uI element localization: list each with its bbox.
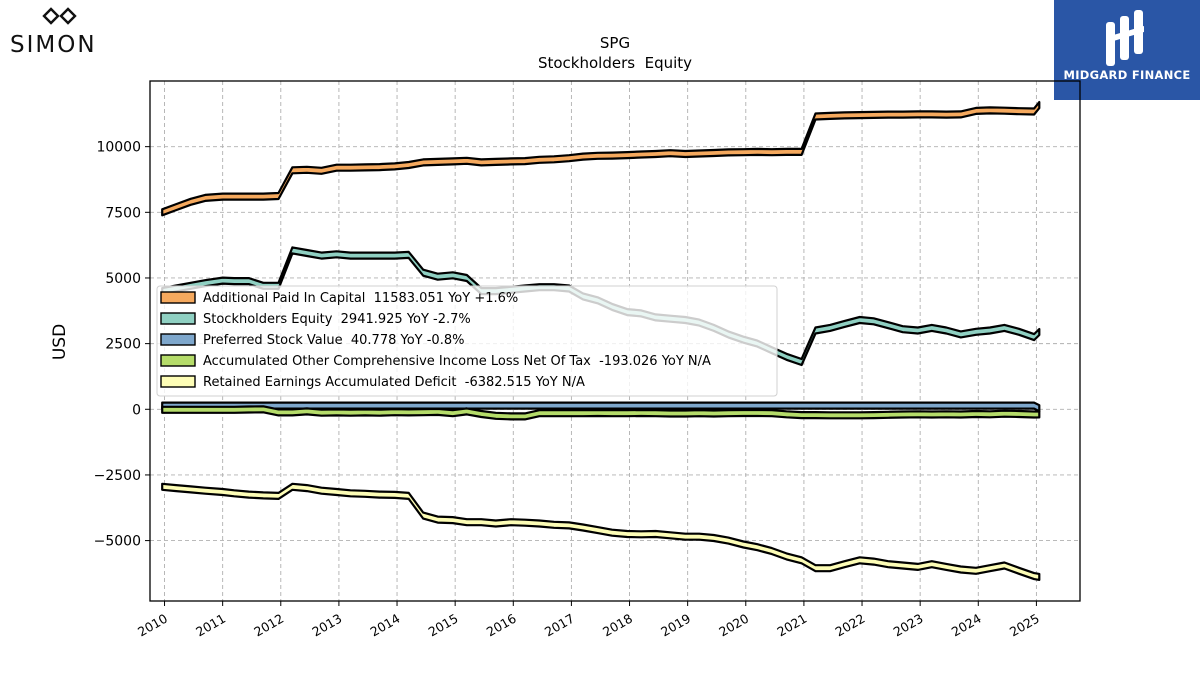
- chart-title: SPG: [600, 34, 630, 52]
- x-tick-label: 2024: [949, 611, 984, 640]
- x-tick-label: 2023: [891, 611, 926, 640]
- legend-label-4: Retained Earnings Accumulated Deficit -6…: [203, 375, 585, 390]
- x-tick-label: 2021: [774, 611, 809, 640]
- y-tick-label: −2500: [94, 468, 141, 484]
- legend-label-1: Stockholders Equity 2941.925 YoY -2.7%: [203, 312, 471, 327]
- x-tick-label: 2014: [367, 611, 402, 640]
- legend-swatch-0: [160, 291, 196, 304]
- legend-label-3: Accumulated Other Comprehensive Income L…: [203, 354, 711, 369]
- x-tick-label: 2018: [600, 611, 635, 640]
- midgard-logo-mark-icon: [1106, 10, 1144, 66]
- series-areas: [161, 100, 1041, 582]
- legend-label-2: Preferred Stock Value 40.778 YoY -0.8%: [203, 333, 464, 348]
- x-tick-label: 2022: [832, 611, 867, 640]
- chart-subtitle: Stockholders Equity: [538, 54, 692, 72]
- legend-swatch-2: [160, 333, 196, 346]
- x-tick-label: 2017: [542, 611, 577, 640]
- simon-logo: SIMON: [8, 4, 132, 60]
- plot-frame: [149, 80, 1081, 602]
- x-tick-label: 2013: [309, 611, 344, 640]
- legend-swatch-4: [160, 375, 196, 388]
- midgard-finance-logo: MIDGARD FINANCE: [1054, 0, 1200, 100]
- simon-logo-mark-icon: [42, 7, 77, 25]
- y-tick-label: 10000: [96, 140, 141, 156]
- series-band-1: [161, 246, 1041, 367]
- y-tick-label: 2500: [105, 337, 141, 353]
- simon-logo-text: SIMON: [10, 32, 97, 58]
- x-tick-label: 2010: [135, 611, 170, 640]
- x-tick-label: 2025: [1007, 611, 1042, 640]
- y-tick-label: 7500: [105, 205, 141, 221]
- y-tick-label: 5000: [105, 271, 141, 287]
- legend-swatch-1: [160, 312, 196, 325]
- series-band-0: [161, 100, 1041, 217]
- x-tick-label: 2011: [193, 611, 228, 640]
- legend-box: [156, 285, 778, 397]
- x-tick-label: 2020: [716, 611, 751, 640]
- x-tick-label: 2016: [484, 611, 519, 640]
- y-tick-label: 0: [132, 402, 141, 418]
- legend: Additional Paid In Capital 11583.051 YoY…: [156, 285, 778, 397]
- y-tick-label: −5000: [94, 534, 141, 550]
- legend-swatch-3: [160, 354, 196, 367]
- y-axis-label: USD: [50, 324, 70, 360]
- x-tick-label: 2015: [426, 611, 461, 640]
- midgard-logo-text: MIDGARD FINANCE: [1063, 68, 1191, 82]
- series-band-4: [161, 482, 1041, 582]
- series-band-3: [161, 405, 1041, 421]
- x-tick-label: 2019: [658, 611, 693, 640]
- x-tick-label: 2012: [251, 611, 286, 640]
- legend-label-0: Additional Paid In Capital 11583.051 YoY…: [203, 291, 518, 306]
